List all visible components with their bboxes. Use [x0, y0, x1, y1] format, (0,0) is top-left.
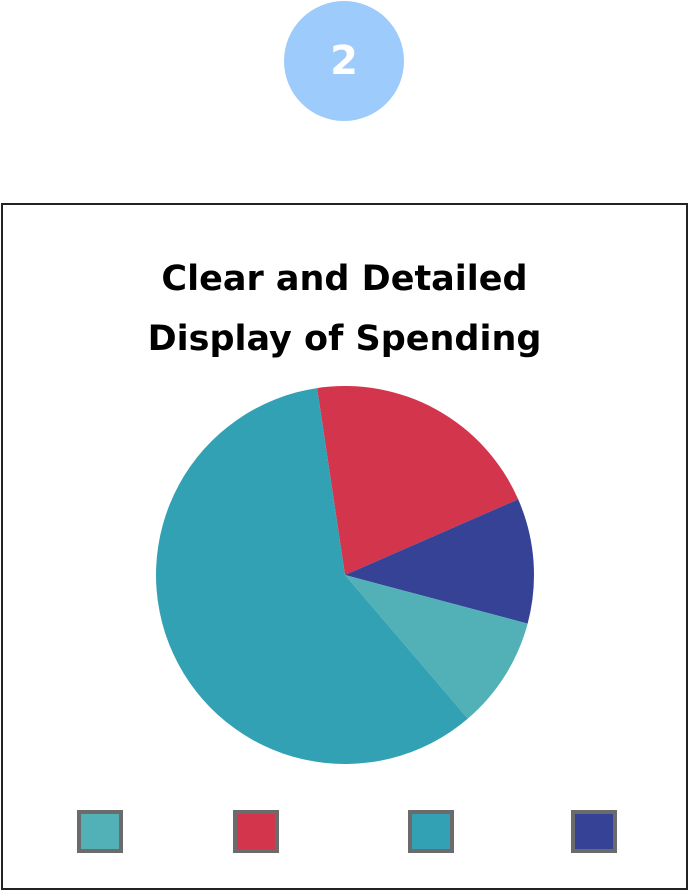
chart-title-line-1: Clear and Detailed — [161, 259, 528, 299]
legend-swatch-4 — [571, 810, 617, 853]
pie-slice-3 — [345, 575, 528, 719]
spending-chart-card: Clear and Detailed Display of Spending — [1, 203, 688, 890]
pie-slice-4 — [155, 388, 468, 764]
legend-swatch-1 — [77, 810, 123, 853]
chart-title-line-2: Display of Spending — [147, 319, 542, 359]
chart-title: Clear and Detailed Display of Spending — [3, 249, 686, 369]
legend-swatch-3 — [408, 810, 454, 853]
pie-chart — [155, 386, 534, 764]
pie-slice-2 — [345, 499, 534, 624]
step-number: 2 — [330, 38, 358, 84]
pie-slice-1 — [317, 386, 519, 575]
legend-swatch-2 — [233, 810, 279, 853]
step-number-badge: 2 — [284, 1, 404, 121]
